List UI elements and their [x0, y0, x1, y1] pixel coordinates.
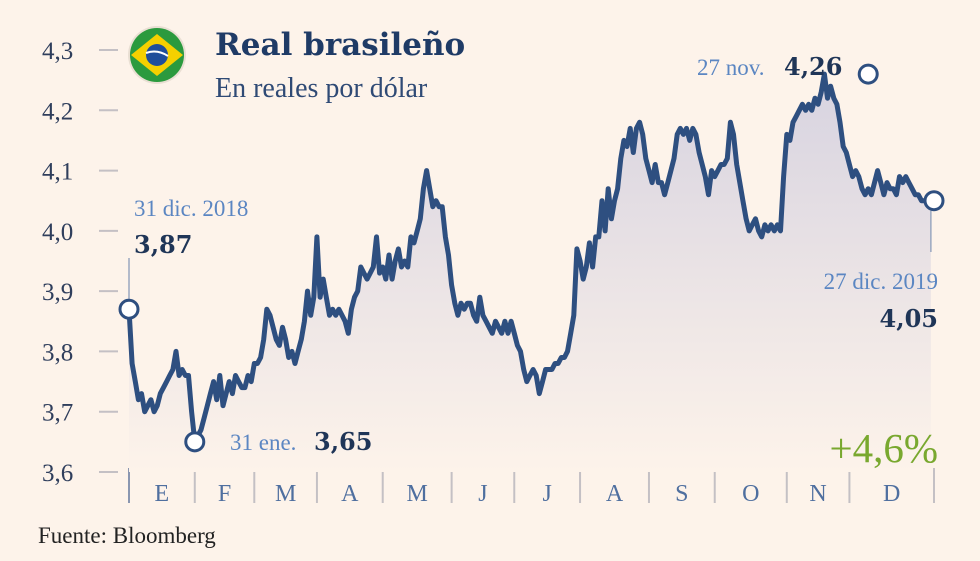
y-axis: 4,3 4,2 4,1 4,0 3,9 3,8 3,7 3,6	[42, 38, 118, 487]
month-label: M	[406, 481, 427, 507]
max-value-label: 4,26	[784, 52, 842, 81]
change-label: +4,6%	[829, 425, 938, 471]
y-tick-label: 4,3	[42, 38, 73, 65]
month-label: F	[218, 481, 231, 507]
y-tick-label: 4,2	[42, 98, 73, 125]
start-value-label: 3,87	[134, 230, 192, 259]
month-label: A	[606, 481, 624, 507]
month-label: J	[542, 481, 551, 507]
end-marker	[923, 190, 945, 212]
min-date-label: 31 ene.	[230, 430, 296, 455]
brazil-flag-icon	[128, 26, 186, 84]
y-tick-label: 4,1	[42, 159, 73, 186]
chart-title: Real brasileño	[215, 27, 465, 63]
month-label: S	[675, 481, 688, 507]
min-value-label: 3,65	[314, 427, 372, 456]
max-date-label: 27 nov.	[697, 55, 765, 80]
start-marker	[118, 298, 140, 320]
chart-subtitle: En reales por dólar	[215, 73, 428, 104]
y-tick-label: 3,6	[42, 460, 73, 487]
month-label: O	[742, 481, 759, 507]
max-marker	[857, 63, 879, 85]
y-tick-label: 3,8	[42, 339, 73, 366]
month-label: A	[341, 481, 359, 507]
month-label: J	[478, 481, 487, 507]
month-label: D	[883, 481, 900, 507]
end-value-label: 4,05	[880, 304, 938, 333]
y-tick-label: 3,9	[42, 279, 73, 306]
month-label: E	[155, 481, 170, 507]
annotation-markers	[118, 63, 945, 453]
month-label: N	[809, 481, 826, 507]
start-date-label: 31 dic. 2018	[134, 196, 248, 221]
y-tick-label: 3,7	[42, 400, 73, 427]
area-fill	[129, 74, 931, 472]
source-label: Fuente: Bloomberg	[38, 523, 216, 548]
month-label: M	[275, 481, 296, 507]
y-tick-label: 4,0	[42, 219, 73, 246]
min-marker	[184, 431, 206, 453]
series-line	[126, 71, 934, 445]
end-date-label: 27 dic. 2019	[824, 269, 938, 294]
